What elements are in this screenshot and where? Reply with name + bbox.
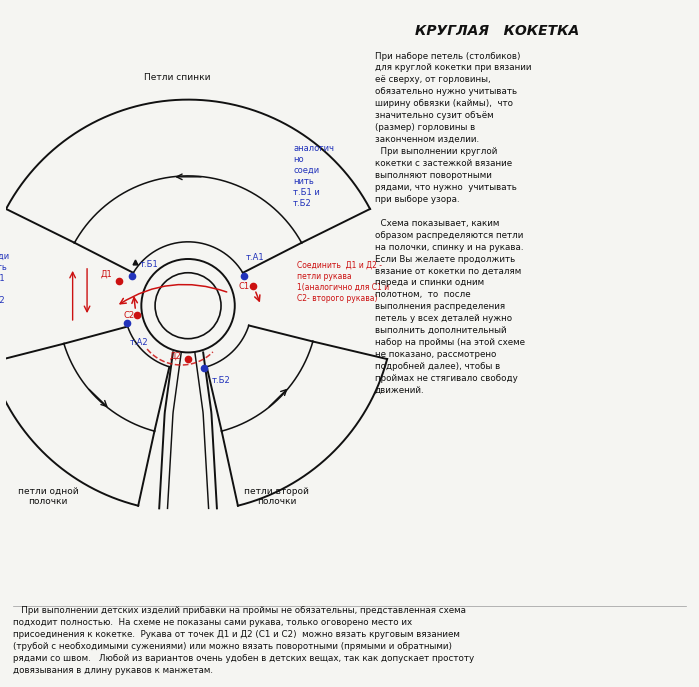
Text: КРУГЛАЯ   КОКЕТКА: КРУГЛАЯ КОКЕТКА <box>415 24 579 38</box>
Text: т.Б1: т.Б1 <box>140 260 159 269</box>
Text: петли второй
полочки: петли второй полочки <box>244 487 309 506</box>
Text: Д1: Д1 <box>101 270 113 279</box>
Text: При выполнении детских изделий прибавки на проймы не обязательны, представленная: При выполнении детских изделий прибавки … <box>13 606 474 675</box>
Text: аналогич
но
соеди
нить
т.Б1 и
т.Б2: аналогич но соеди нить т.Б1 и т.Б2 <box>293 144 334 208</box>
Text: Соединить  Д1 и Д2 -
петли рукава
1(аналогично для С1 и
С2- второго рукава): Соединить Д1 и Д2 - петли рукава 1(анало… <box>297 260 389 303</box>
Text: Петли спинки: Петли спинки <box>145 74 211 82</box>
Text: Д2: Д2 <box>170 352 182 361</box>
Text: т.Б2: т.Б2 <box>212 376 231 385</box>
Text: соеди
нить
т.А1
и
т.А2: соеди нить т.А1 и т.А2 <box>0 251 10 305</box>
Text: При наборе петель (столбиков)
для круглой кокетки при вязании
её сверху, от горл: При наборе петель (столбиков) для кругло… <box>375 52 531 395</box>
Text: т.А2: т.А2 <box>129 339 148 348</box>
Text: С1: С1 <box>239 282 250 291</box>
Text: т.А1: т.А1 <box>246 253 264 262</box>
Text: С2: С2 <box>123 311 134 319</box>
Text: петли одной
полочки: петли одной полочки <box>17 487 78 506</box>
